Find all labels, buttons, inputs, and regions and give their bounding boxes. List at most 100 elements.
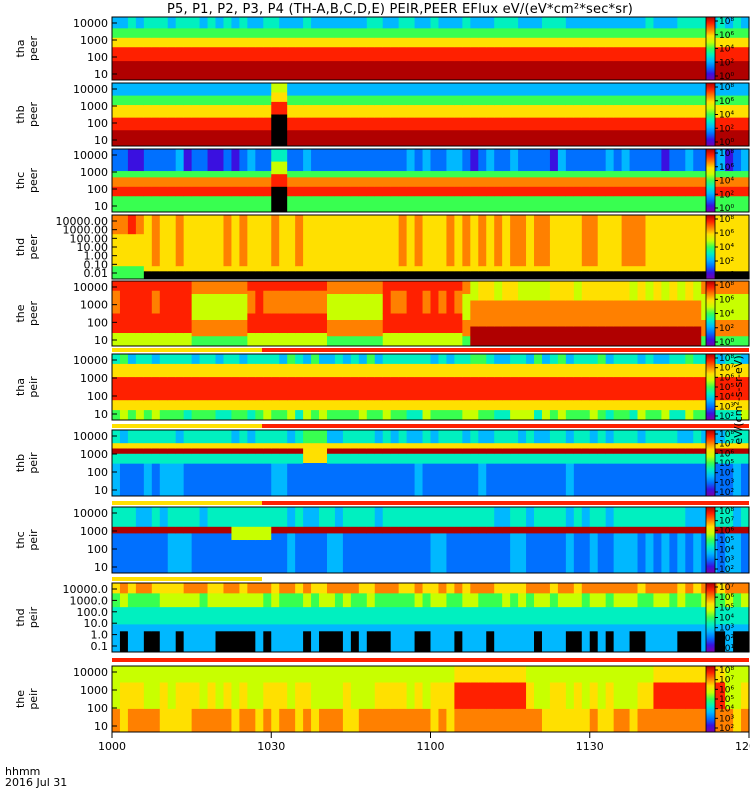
- heatmap-cell: [725, 708, 734, 733]
- heatmap-cell: [557, 448, 567, 455]
- heatmap-cell: [175, 666, 185, 683]
- heatmap-cell: [239, 607, 248, 625]
- heatmap-cell: [589, 117, 599, 131]
- heatmap-cell: [159, 281, 169, 292]
- heatmap-cell: [199, 453, 209, 465]
- heatmap-cell: [406, 463, 416, 497]
- heatmap-cell: [637, 453, 647, 465]
- heatmap-cell: [255, 186, 264, 197]
- heatmap-cell: [207, 171, 217, 178]
- heatmap-cell: [303, 117, 312, 131]
- heatmap-cell: [215, 453, 225, 465]
- heatmap-cell: [526, 196, 535, 213]
- heatmap-cell: [470, 47, 479, 62]
- heatmap-cell: [382, 333, 392, 347]
- heatmap-cell: [398, 430, 408, 444]
- heatmap-cell: [645, 400, 655, 411]
- heatmap-cell: [175, 215, 185, 267]
- heatmap-cell: [557, 682, 567, 710]
- heatmap-cell: [255, 631, 264, 653]
- heatmap-cell: [239, 177, 248, 188]
- heatmap-cell: [167, 507, 177, 528]
- heatmap-cell: [127, 186, 137, 197]
- heatmap-cell: [334, 83, 344, 96]
- heatmap-cell: [366, 443, 376, 449]
- heatmap-cell: [589, 443, 599, 449]
- heatmap-cell: [573, 453, 583, 465]
- heatmap-cell: [127, 682, 137, 710]
- heatmap-cell: [621, 215, 631, 267]
- heatmap-cell: [589, 300, 599, 327]
- y-tick-label: 1000.00: [63, 224, 109, 237]
- quality-flag-bar: [112, 424, 262, 428]
- heatmap-cell: [597, 593, 607, 608]
- heatmap-cell: [119, 624, 129, 632]
- heatmap-cell: [557, 453, 567, 465]
- heatmap-cell: [151, 624, 161, 632]
- heatmap-cell: [605, 17, 615, 29]
- heatmap-cell: [350, 666, 360, 683]
- heatmap-cell: [135, 363, 145, 378]
- heatmap-cell: [319, 215, 328, 267]
- heatmap-cell: [430, 708, 440, 733]
- heatmap-cell: [478, 61, 487, 81]
- heatmap-cell: [573, 526, 583, 534]
- heatmap-cell: [199, 682, 209, 710]
- heatmap-cell: [366, 61, 376, 81]
- heatmap-cell: [112, 186, 121, 197]
- heatmap-cell: [271, 410, 280, 421]
- heatmap-cell: [717, 526, 726, 534]
- heatmap-cell: [478, 666, 487, 683]
- heatmap-cell: [279, 47, 288, 62]
- heatmap-cell: [685, 682, 694, 710]
- heatmap-cell: [112, 105, 121, 119]
- heatmap-cell: [645, 708, 655, 733]
- heatmap-cell: [143, 682, 153, 710]
- heatmap-cell: [486, 631, 495, 653]
- heatmap-cell: [263, 682, 272, 710]
- heatmap-cell: [605, 363, 615, 378]
- heatmap-cell: [565, 410, 575, 421]
- heatmap-cell: [231, 410, 240, 421]
- heatmap-cell: [127, 453, 137, 465]
- heatmap-cell: [334, 171, 344, 178]
- heatmap-cell: [502, 708, 511, 733]
- heatmap-cell: [414, 448, 424, 455]
- heatmap-cell: [334, 624, 344, 632]
- heatmap-cell: [239, 410, 248, 421]
- heatmap-cell: [510, 130, 519, 147]
- heatmap-cell: [191, 95, 201, 106]
- heatmap-cell: [717, 28, 726, 39]
- heatmap-cell: [112, 624, 121, 632]
- heatmap-cell: [151, 430, 161, 444]
- heatmap-cell: [573, 583, 583, 594]
- heatmap-cell: [239, 336, 248, 347]
- heatmap-cell: [478, 463, 487, 497]
- heatmap-cell: [589, 215, 599, 267]
- heatmap-cell: [534, 171, 543, 178]
- heatmap-cell: [645, 215, 655, 267]
- heatmap-cell: [143, 453, 153, 465]
- heatmap-cell: [231, 708, 240, 733]
- heatmap-cell: [358, 533, 368, 574]
- heatmap-cell: [549, 105, 559, 119]
- heatmap-cell: [597, 682, 607, 710]
- heatmap-cell: [541, 533, 551, 574]
- heatmap-cell: [390, 28, 400, 39]
- heatmap-cell: [661, 28, 670, 39]
- heatmap-cell: [303, 363, 312, 378]
- heatmap-cell: [127, 117, 137, 131]
- heatmap-cell: [398, 354, 408, 365]
- heatmap-cell: [454, 507, 463, 528]
- heatmap-cell: [565, 95, 575, 106]
- heatmap-cell: [685, 61, 694, 81]
- heatmap-cell: [733, 294, 742, 321]
- heatmap-cell: [462, 320, 471, 337]
- heatmap-cell: [358, 430, 368, 444]
- heatmap-cell: [223, 294, 233, 321]
- heatmap-cell: [271, 149, 280, 162]
- heatmap-cell: [693, 463, 702, 497]
- heatmap-cell: [557, 300, 567, 327]
- heatmap-cell: [701, 149, 710, 172]
- heatmap-cell: [358, 682, 368, 710]
